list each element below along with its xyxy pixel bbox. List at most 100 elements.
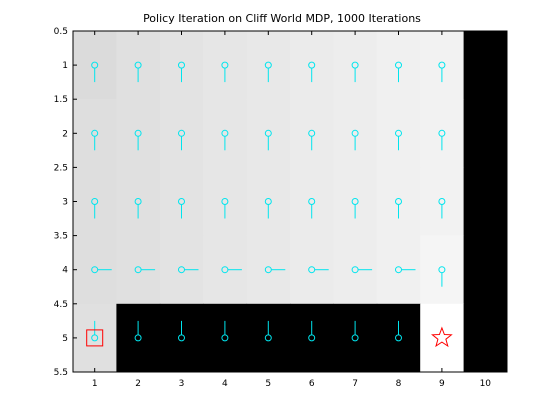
heatmap-cells: [73, 31, 508, 373]
y-tick-label: 4.5: [54, 300, 68, 310]
policy-arrow: [91, 61, 99, 83]
policy-arrow: [221, 320, 229, 342]
heatmap-cell: [420, 99, 465, 168]
heatmap-cell: [159, 303, 204, 373]
policy-arrow: [91, 320, 99, 342]
policy-arrow: [395, 129, 402, 151]
x-tick-label: 9: [439, 379, 445, 389]
heatmap-cell: [73, 303, 117, 373]
heatmap-cell: [203, 167, 248, 237]
x-tick-label: 4: [222, 379, 228, 389]
y-tick-label: 5: [62, 334, 68, 344]
policy-arrow: [178, 266, 199, 274]
policy-arrow: [91, 266, 112, 274]
policy-arrow: [308, 320, 316, 342]
policy-arrow: [264, 266, 286, 274]
policy-arrow: [134, 266, 156, 274]
heatmap-cell: [246, 99, 291, 168]
policy-arrow: [134, 129, 142, 151]
policy-arrow: [351, 198, 359, 219]
policy-arrow: [351, 129, 359, 151]
policy-arrow: [438, 61, 446, 83]
heatmap-cell: [203, 303, 248, 373]
y-tick-label: 1.5: [54, 95, 68, 105]
heatmap-cell: [376, 167, 421, 237]
y-tick-label: 3.5: [54, 232, 68, 242]
policy-arrow: [395, 266, 416, 274]
chart-title: Policy Iteration on Cliff World MDP, 100…: [143, 12, 421, 25]
policy-arrow: [178, 198, 185, 219]
policy-arrow: [438, 266, 446, 287]
heatmap-cell: [116, 99, 161, 168]
policy-arrow: [395, 320, 402, 342]
x-tick-label: 2: [135, 379, 141, 389]
start-marker: [86, 329, 104, 347]
y-tick-label: 4: [62, 266, 68, 276]
policy-arrow: [308, 129, 316, 151]
heatmap-cell: [463, 99, 508, 168]
heatmap-cell: [73, 167, 117, 237]
heatmap-cell: [333, 167, 378, 237]
heatmap-cell: [246, 303, 291, 373]
policy-arrow: [221, 61, 229, 83]
heatmap-cell: [463, 31, 508, 100]
heatmap-cell: [116, 167, 161, 237]
policy-arrow: [91, 129, 99, 151]
heatmap-cell: [290, 303, 334, 373]
y-tick-label: 1: [62, 61, 68, 71]
policy-arrow: [264, 129, 272, 151]
heatmap-cell: [246, 167, 291, 237]
policy-arrows: [91, 61, 446, 342]
heatmap-cell: [333, 99, 378, 168]
heatmap-cell: [73, 31, 117, 100]
x-axis: 1 2 3 4 5 6 7 8 9 10: [92, 31, 491, 389]
heatmap-cell: [420, 167, 465, 237]
policy-arrow: [351, 266, 373, 274]
heatmap-cell: [290, 99, 334, 168]
heatmap-cell: [203, 99, 248, 168]
heatmap-cell: [420, 31, 465, 100]
policy-arrow: [264, 320, 272, 342]
heatmap-cell: [463, 303, 508, 373]
policy-arrow: [221, 198, 229, 219]
policy-arrow: [221, 129, 229, 151]
heatmap-cell: [333, 31, 378, 100]
policy-arrow: [221, 266, 242, 274]
heatmap-cell: [116, 31, 161, 100]
goal-marker: [431, 326, 453, 348]
heatmap-cell: [246, 31, 291, 100]
y-tick-label: 5.5: [54, 368, 68, 378]
policy-arrow: [351, 320, 359, 342]
y-axis: 0.5 1 1.5 2 2.5 3 3.5 4 4.5 5 5.5: [54, 27, 507, 378]
policy-arrow: [308, 61, 316, 83]
policy-arrow: [134, 61, 142, 83]
y-tick-label: 0.5: [54, 27, 68, 37]
heatmap-cell: [203, 31, 248, 100]
heatmap-cell: [376, 99, 421, 168]
policy-arrow: [178, 61, 185, 83]
y-tick-label: 2: [62, 129, 68, 139]
policy-arrow: [264, 61, 272, 83]
heatmap-cell: [159, 31, 204, 100]
y-tick-label: 3: [62, 198, 68, 208]
heatmap-cell: [463, 167, 508, 237]
policy-arrow: [438, 198, 446, 219]
x-tick-label: 3: [179, 379, 185, 389]
heatmap-cell: [376, 31, 421, 100]
heatmap-cell: [420, 235, 465, 305]
policy-arrow: [395, 61, 402, 83]
policy-arrow: [134, 320, 142, 342]
policy-arrow: [351, 61, 359, 83]
policy-arrow: [308, 266, 329, 274]
heatmap-cell: [116, 303, 161, 373]
x-tick-label: 6: [309, 379, 315, 389]
policy-arrow: [134, 198, 142, 219]
policy-arrow: [438, 129, 446, 151]
x-tick-label: 1: [92, 379, 98, 389]
heatmap-cell: [376, 303, 421, 373]
y-tick-label: 2.5: [54, 163, 68, 173]
policy-arrow: [395, 198, 402, 219]
markers: [86, 326, 453, 348]
x-tick-label: 7: [352, 379, 358, 389]
